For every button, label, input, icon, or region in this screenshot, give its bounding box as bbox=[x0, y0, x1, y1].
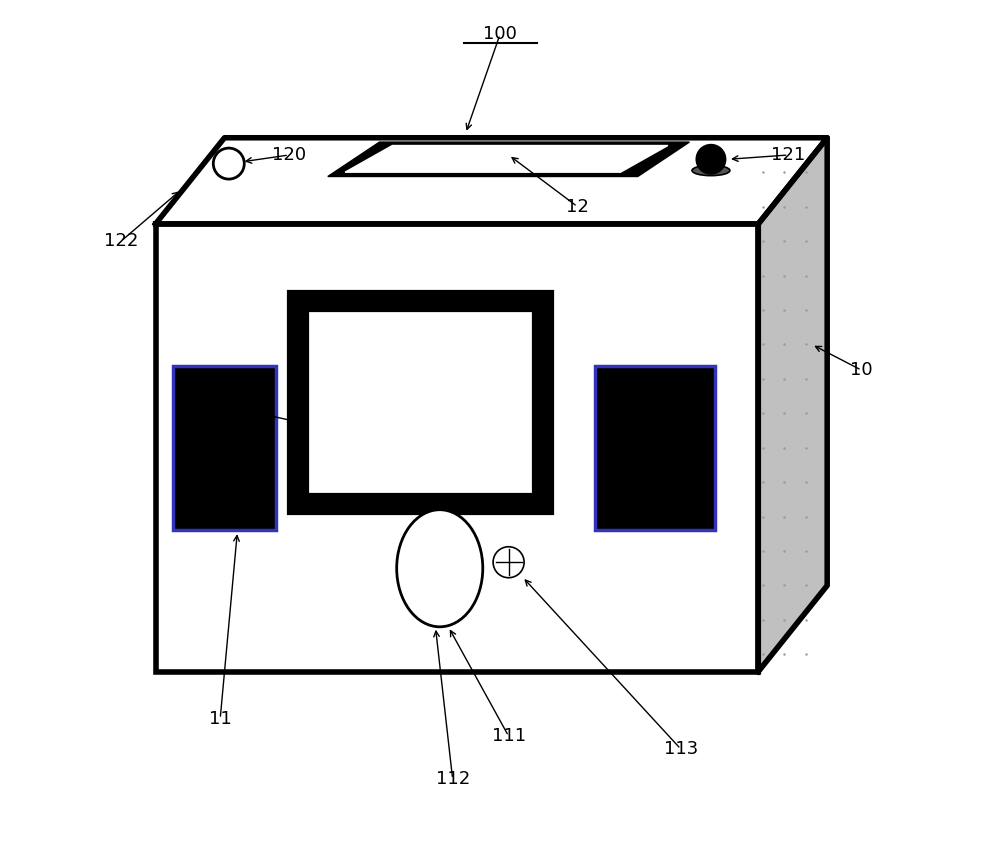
Text: 10: 10 bbox=[850, 362, 873, 379]
Text: 113: 113 bbox=[664, 740, 698, 758]
Text: 100: 100 bbox=[483, 26, 517, 43]
Text: 111: 111 bbox=[492, 728, 526, 745]
Polygon shape bbox=[345, 146, 668, 172]
Text: 11: 11 bbox=[209, 710, 232, 728]
Text: 112: 112 bbox=[436, 771, 470, 788]
Bar bbox=[298, 301, 543, 504]
Text: 121: 121 bbox=[771, 146, 806, 164]
Bar bbox=[173, 366, 276, 530]
Polygon shape bbox=[156, 138, 827, 224]
Polygon shape bbox=[758, 138, 827, 672]
Ellipse shape bbox=[692, 165, 730, 176]
Text: 110: 110 bbox=[203, 396, 237, 413]
Bar bbox=[595, 366, 715, 530]
Ellipse shape bbox=[397, 510, 483, 627]
Text: 12: 12 bbox=[566, 198, 589, 215]
Circle shape bbox=[213, 148, 244, 179]
Text: 122: 122 bbox=[104, 232, 138, 250]
Circle shape bbox=[696, 145, 726, 174]
Circle shape bbox=[493, 547, 524, 578]
Polygon shape bbox=[328, 142, 689, 177]
Text: 120: 120 bbox=[272, 146, 306, 164]
Bar bbox=[156, 224, 758, 672]
